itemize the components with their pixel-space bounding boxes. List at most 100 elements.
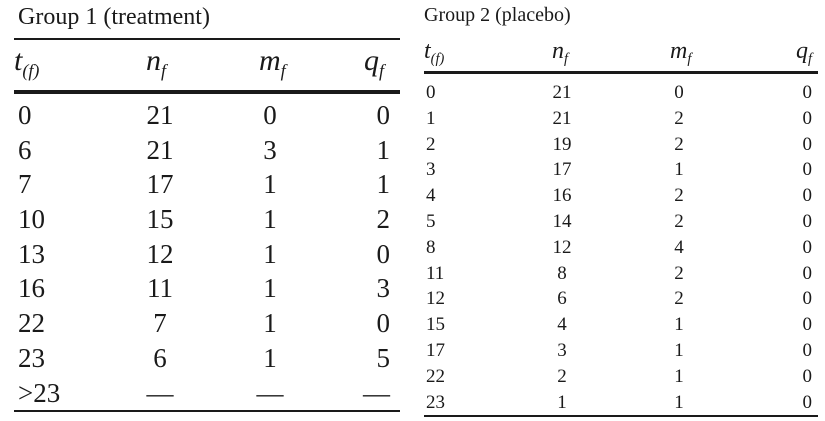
- cell-m: 1: [674, 339, 684, 361]
- cell-m: 1: [263, 204, 277, 235]
- cell-m: 0: [674, 82, 684, 103]
- cell-q: —: [363, 377, 390, 408]
- cell-q: 0: [802, 185, 813, 207]
- cell-n: 2: [557, 365, 567, 387]
- table-row: >23 — — —: [14, 376, 400, 411]
- group1-header-t: t(f): [14, 44, 40, 81]
- group2-header-n: nf: [552, 38, 568, 68]
- cell-m: 1: [263, 169, 277, 200]
- cell-m: 1: [263, 342, 277, 373]
- cell-n: 17: [552, 159, 572, 181]
- cell-m: 1: [674, 365, 684, 387]
- cell-t: 7: [18, 169, 32, 200]
- cell-q: 0: [802, 262, 813, 284]
- table-row: 13 12 1 0: [14, 237, 400, 272]
- cell-n: 12: [552, 236, 572, 258]
- cell-n: 17: [146, 169, 174, 200]
- table-row: 22 2 1 0: [424, 364, 818, 390]
- cell-t: 15: [426, 314, 445, 336]
- cell-n: 3: [557, 339, 567, 361]
- cell-q: 0: [376, 238, 391, 269]
- cell-t: 1: [426, 107, 436, 129]
- cell-t: 17: [426, 339, 445, 361]
- group1-header-q: qf: [364, 44, 385, 81]
- cell-q: 0: [802, 107, 813, 129]
- table-row: 7 17 1 1: [14, 167, 400, 202]
- cell-m: 2: [674, 185, 684, 207]
- cell-q: 3: [376, 273, 391, 304]
- group1-header-n: nf: [146, 44, 167, 81]
- cell-t: 22: [426, 365, 445, 387]
- cell-t: 5: [426, 210, 436, 232]
- group1-bottom-rule: [14, 410, 400, 412]
- table-row: 15 4 1 0: [424, 312, 818, 338]
- group1-rows: 0 21 0 0 6 21 3 1 7 17 1 1 10 15 1 2 13 12 1 0 16 11 1 3 22 7 1 0 23…: [14, 98, 400, 410]
- group1-header-m: mf: [259, 44, 286, 81]
- cell-m: 1: [674, 391, 684, 413]
- table-row: 23 1 1 0: [424, 390, 818, 416]
- cell-n: 6: [557, 288, 567, 310]
- cell-n: 14: [552, 210, 572, 232]
- cell-t: 22: [18, 308, 45, 339]
- cell-m: 1: [263, 308, 277, 339]
- cell-n: 16: [552, 185, 572, 207]
- cell-n: 21: [146, 100, 174, 130]
- cell-q: 2: [376, 204, 391, 235]
- cell-m: 1: [674, 314, 684, 336]
- cell-n: 21: [552, 82, 572, 103]
- table-row: 17 3 1 0: [424, 338, 818, 364]
- cell-t: >23: [18, 377, 61, 408]
- cell-q: 0: [802, 159, 813, 181]
- cell-q: 0: [802, 210, 813, 232]
- table-row: 0 21 0 0: [14, 98, 400, 133]
- cell-m: 1: [263, 238, 277, 269]
- cell-m: —: [256, 377, 284, 408]
- cell-q: 0: [802, 82, 813, 103]
- group2-header-t: t(f): [424, 38, 445, 68]
- group1-header-rule: [14, 90, 400, 94]
- cell-n: 6: [153, 342, 167, 373]
- cell-m: 2: [674, 262, 684, 284]
- cell-m: 2: [674, 133, 684, 155]
- table-row: 22 7 1 0: [14, 306, 400, 341]
- group2-rows: 0 21 0 0 1 21 2 0 2 19 2 0 3 17 1 0 4 16 2 0 5 14 2 0 8 12 4 0 11 8 2 0…: [424, 80, 818, 415]
- cell-t: 16: [18, 273, 45, 304]
- cell-t: 6: [18, 134, 32, 165]
- cell-q: 0: [802, 133, 813, 155]
- cell-t: 4: [426, 185, 436, 207]
- cell-q: 1: [376, 134, 391, 165]
- cell-q: 0: [802, 365, 813, 387]
- cell-t: 2: [426, 133, 436, 155]
- table-row: 12 6 2 0: [424, 286, 818, 312]
- cell-n: 7: [153, 308, 167, 339]
- table-row: 10 15 1 2: [14, 202, 400, 237]
- cell-n: 8: [557, 262, 567, 284]
- cell-q: 5: [376, 342, 391, 373]
- group2-header-m: mf: [670, 38, 692, 68]
- cell-m: 0: [263, 100, 277, 130]
- cell-t: 3: [426, 159, 436, 181]
- table-row: 23 6 1 5: [14, 341, 400, 376]
- cell-n: —: [146, 377, 174, 408]
- group2-title: Group 2 (placebo): [424, 4, 571, 26]
- cell-q: 0: [802, 314, 813, 336]
- table-row: 2 19 2 0: [424, 132, 818, 158]
- cell-m: 2: [674, 107, 684, 129]
- table-row: 5 14 2 0: [424, 209, 818, 235]
- cell-n: 4: [557, 314, 567, 336]
- table-row: 4 16 2 0: [424, 183, 818, 209]
- cell-n: 1: [557, 391, 567, 413]
- cell-n: 21: [146, 134, 174, 165]
- cell-q: 0: [802, 236, 813, 258]
- cell-q: 0: [376, 100, 391, 130]
- cell-q: 0: [376, 308, 391, 339]
- table-row: 11 8 2 0: [424, 261, 818, 287]
- cell-q: 0: [802, 339, 813, 361]
- cell-n: 21: [552, 107, 572, 129]
- table-row: 6 21 3 1: [14, 133, 400, 168]
- cell-t: 13: [18, 238, 45, 269]
- group2-bottom-rule: [424, 415, 818, 417]
- cell-t: 23: [426, 391, 445, 413]
- cell-m: 1: [674, 159, 684, 181]
- cell-m: 2: [674, 288, 684, 310]
